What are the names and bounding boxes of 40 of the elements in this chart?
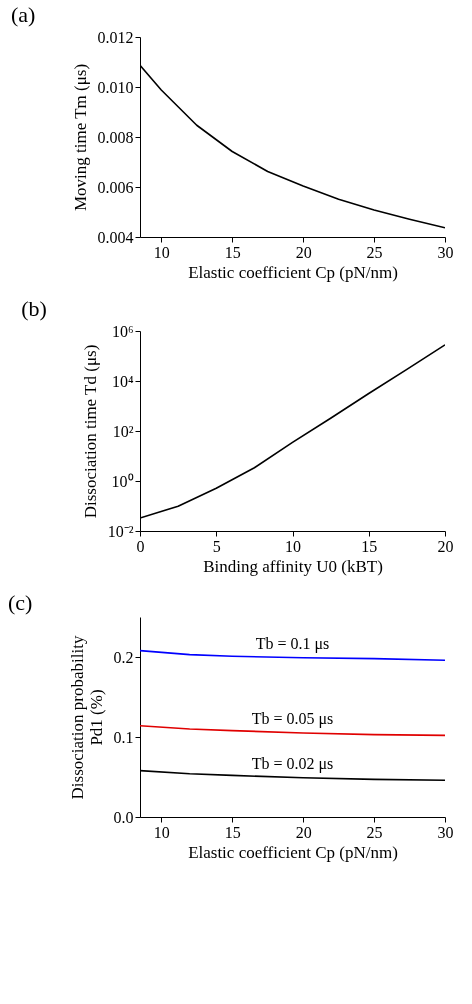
annotation: Tb = 0.05 μs — [251, 710, 334, 728]
x-tick-label: 20 — [295, 243, 312, 261]
y-tick-label: 0.006 — [97, 178, 134, 196]
x-tick-label: 20 — [437, 537, 454, 555]
x-tick-label: 25 — [366, 823, 383, 841]
x-tick-label: 5 — [212, 537, 221, 555]
y-tick-label: 0.1 — [113, 728, 134, 746]
y-tick-label: 10⁻² — [107, 522, 134, 540]
y-axis-title: Moving time Tm (μs) — [70, 63, 90, 212]
y-axis-title: Dissociation probability Pd1 (%) — [67, 635, 106, 800]
x-tick-label: 0 — [136, 537, 145, 555]
y-tick-label: 0.0 — [113, 808, 134, 826]
chart-title: (c) — [8, 590, 33, 615]
x-axis-title: Elastic coefficient Cp (pN/nm) — [188, 842, 398, 862]
x-tick-label: 30 — [437, 243, 454, 261]
y-tick-label: 10⁶ — [111, 322, 134, 340]
y-tick-label: 0.2 — [113, 648, 134, 666]
x-tick-label: 20 — [295, 823, 312, 841]
x-tick-label: 15 — [224, 823, 241, 841]
y-axis-title: Dissociation time Td (μs) — [80, 344, 100, 519]
y-tick-label: 0.012 — [97, 28, 134, 46]
x-axis-title: Binding affinity U0 (kBT) — [203, 556, 383, 576]
chart-title: (b) — [21, 296, 47, 321]
chart-title: (a) — [11, 2, 36, 27]
x-tick-label: 30 — [437, 823, 454, 841]
y-tick-label: 0.010 — [97, 78, 134, 96]
x-tick-label: 15 — [361, 537, 378, 555]
y-tick-label: 10⁴ — [111, 372, 134, 390]
y-tick-label: 0.004 — [97, 228, 134, 246]
y-tick-label: 10² — [112, 422, 134, 440]
x-tick-label: 15 — [224, 243, 241, 261]
x-tick-label: 10 — [153, 823, 170, 841]
x-axis-title: Elastic coefficient Cp (pN/nm) — [188, 262, 398, 282]
y-tick-label: 0.008 — [97, 128, 134, 146]
x-tick-label: 25 — [366, 243, 383, 261]
annotation: Tb = 0.1 μs — [255, 634, 330, 653]
x-tick-label: 10 — [285, 537, 301, 555]
annotation: Tb = 0.02 μs — [251, 754, 334, 773]
y-tick-label: 10⁰ — [111, 472, 134, 490]
x-tick-label: 10 — [153, 243, 170, 261]
